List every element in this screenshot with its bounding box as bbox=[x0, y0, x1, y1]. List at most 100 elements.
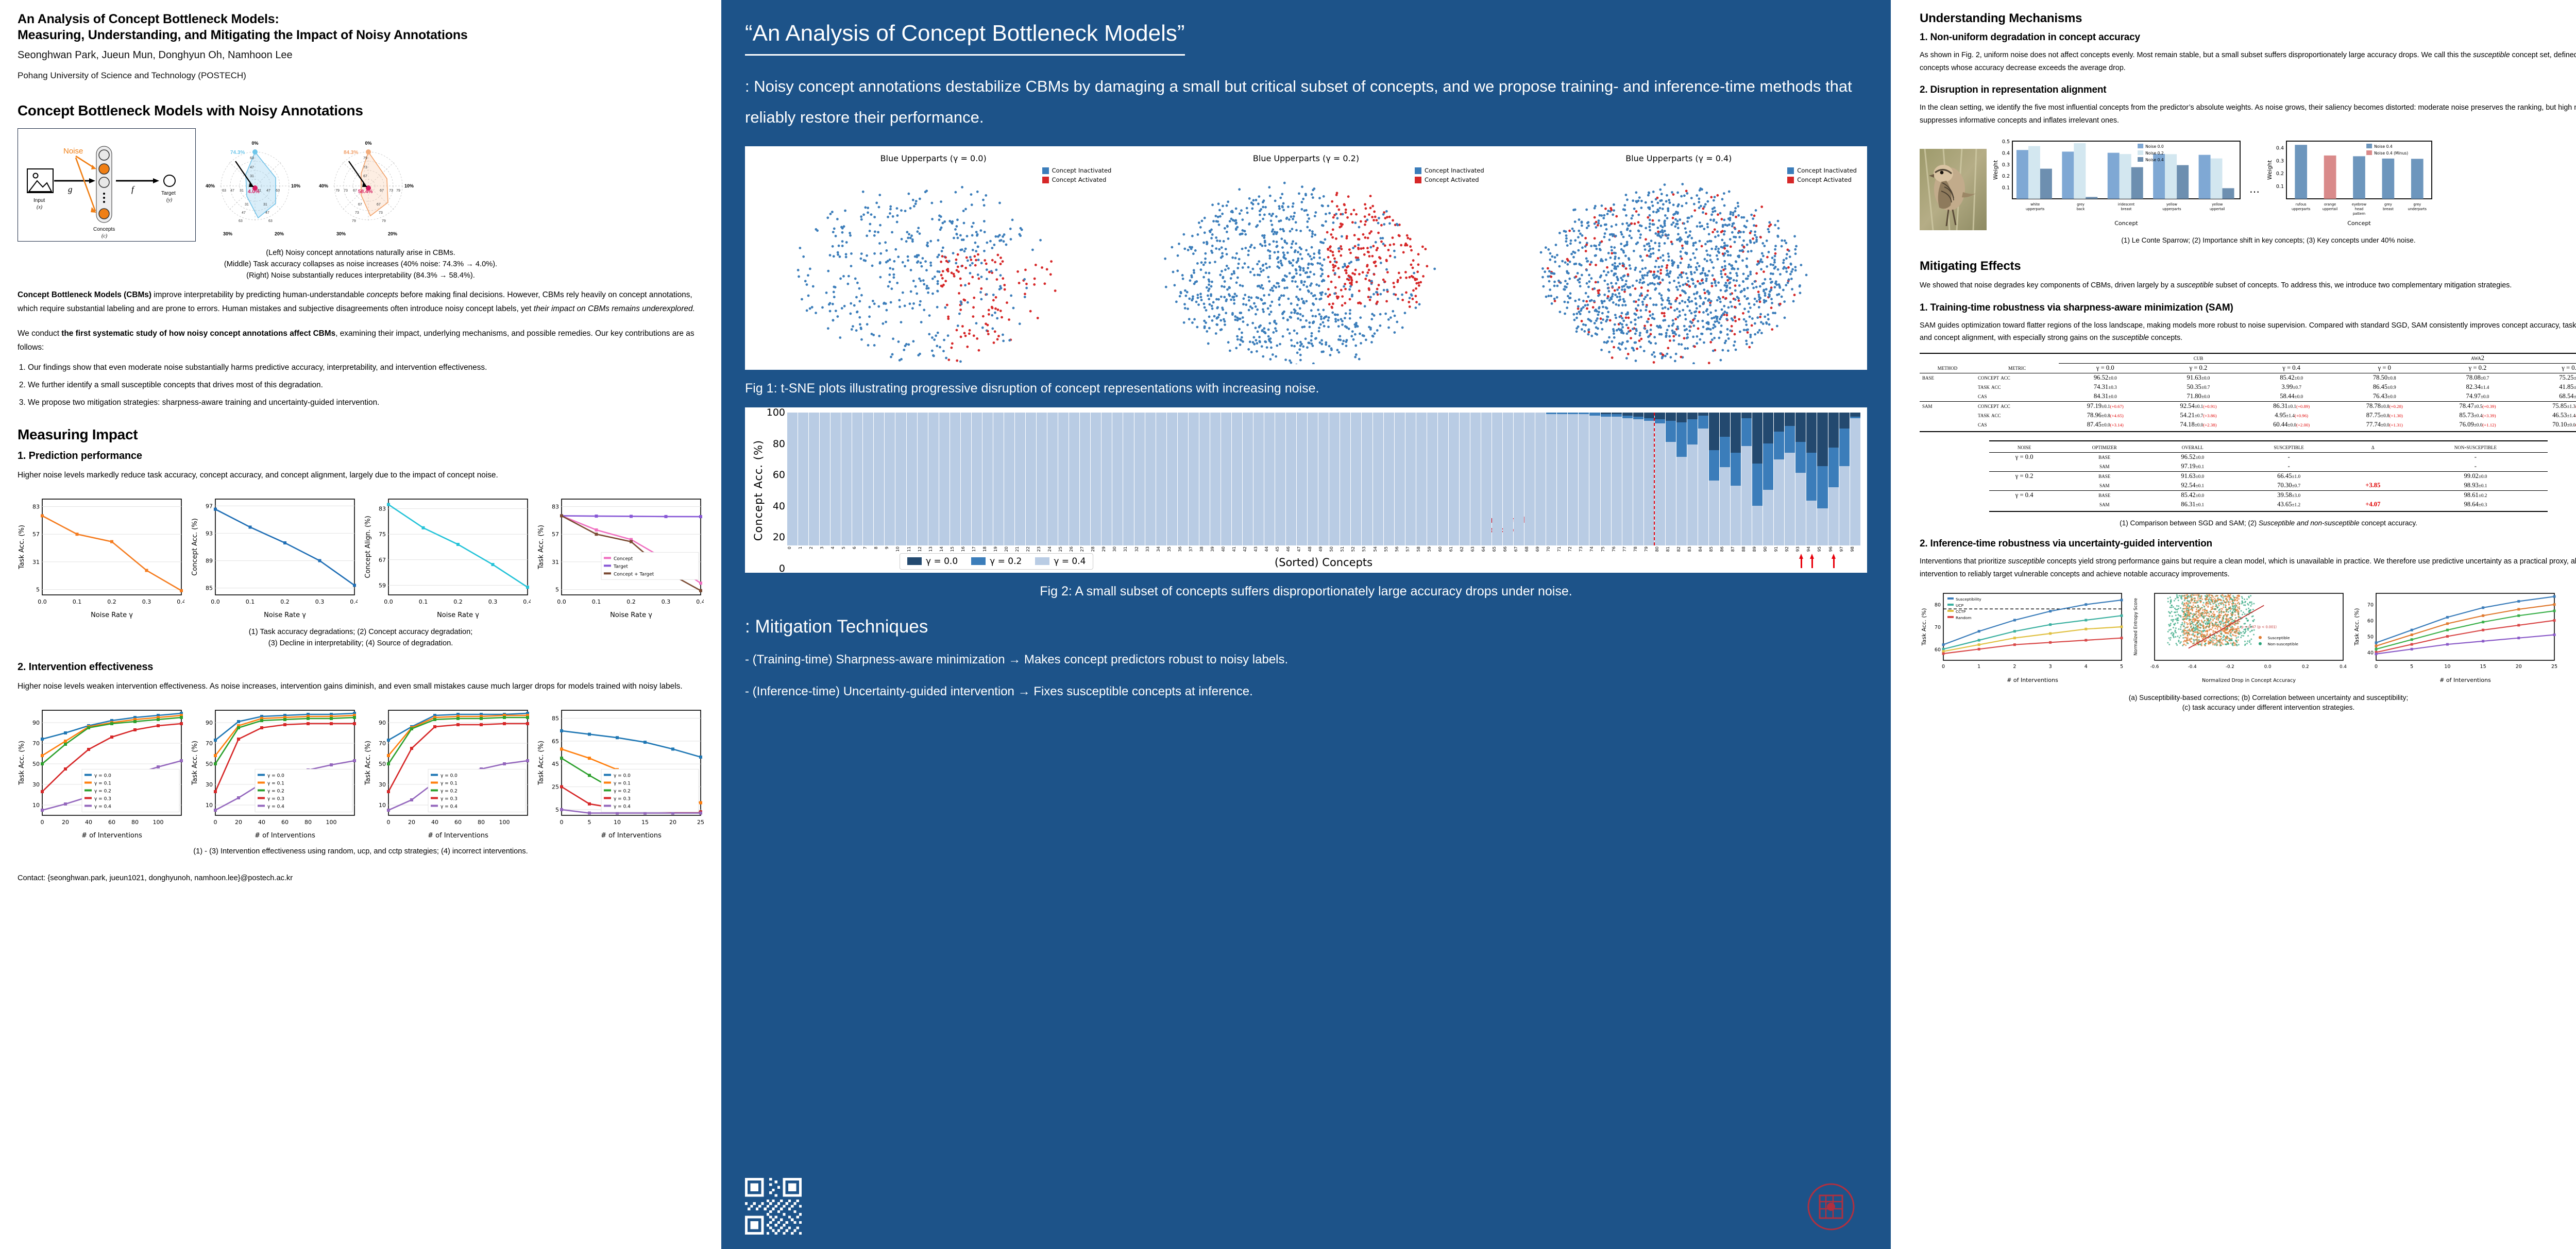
svg-text:79: 79 bbox=[382, 219, 386, 223]
middle-lead-text: : Noisy concept annotations destabilize … bbox=[745, 77, 1852, 127]
table-cell bbox=[2342, 490, 2403, 500]
table-cell: SAM bbox=[2099, 482, 2110, 489]
prediction-charts-caption: (1) Task accuracy degradations; (2) Conc… bbox=[18, 627, 704, 649]
x-tick: 67 bbox=[1514, 546, 1519, 552]
svg-text:Noise Rate γ: Noise Rate γ bbox=[264, 611, 306, 619]
svg-text:Task Acc. (%): Task Acc. (%) bbox=[537, 741, 545, 785]
svg-text:γ = 0.2: γ = 0.2 bbox=[440, 789, 457, 794]
svg-text:uppertail: uppertail bbox=[2210, 207, 2225, 211]
bar bbox=[993, 413, 1004, 546]
weight-bar-chart-grouped: 0.1 0.2 0.3 0.4 0.5 white upperparts grey back ir… bbox=[1992, 136, 2244, 230]
svg-text:yellow: yellow bbox=[2212, 202, 2223, 207]
bar-segment bbox=[1785, 452, 1795, 546]
x-tick: 79 bbox=[1643, 546, 1649, 552]
x-tick: 1 bbox=[798, 546, 803, 550]
svg-text:Concept Align. (%): Concept Align. (%) bbox=[364, 516, 372, 578]
middle-headline: “An Analysis of Concept Bottleneck Model… bbox=[745, 21, 1185, 56]
bar-segment bbox=[982, 413, 993, 546]
svg-text:20%: 20% bbox=[275, 231, 284, 236]
bar bbox=[1037, 413, 1047, 546]
svg-text:grey: grey bbox=[2384, 202, 2392, 207]
svg-text:10: 10 bbox=[32, 802, 40, 809]
legend-label: Concept Activated bbox=[1797, 176, 1852, 184]
x-tick: 25 bbox=[1058, 546, 1063, 552]
bar-segment bbox=[1600, 417, 1611, 546]
x-tick: 93 bbox=[1795, 546, 1801, 552]
figure-uncertainty-susceptibility-scatter: ρ = 0.47 (p < 0.001) -0.6 -0.4 -0.2 0.0 0.2 0.… bbox=[2131, 588, 2347, 688]
svg-text:89: 89 bbox=[206, 557, 213, 564]
bar bbox=[1708, 413, 1720, 546]
svg-text:31: 31 bbox=[257, 189, 261, 193]
fig2-x-tick-labels: 0 1 2 3 4 5 6 7 8 9 10 11 12 13 14 15 16 17 18 19 20 21 22 23 24… bbox=[787, 546, 1860, 552]
bar-segment bbox=[1817, 508, 1828, 546]
list-item: We further identify a small susceptible … bbox=[28, 379, 704, 392]
contributions-list: Our findings show that even moderate noi… bbox=[18, 362, 704, 409]
table-cell: 74.31±0.3 bbox=[2093, 383, 2117, 391]
radar-chart-interpretability: 79 73 67 67 73 79 67 73 79 67 67 73 73 7… bbox=[314, 128, 422, 242]
cbm-architecture-diagram: Noise g f Input (x) Concepts (c) Target … bbox=[18, 128, 196, 242]
table-cell: SAM bbox=[2099, 501, 2110, 508]
x-tick: 65 bbox=[1492, 546, 1497, 552]
svg-text:79: 79 bbox=[352, 219, 356, 223]
svg-text:0.4: 0.4 bbox=[2276, 146, 2284, 151]
fig2-caption: Fig 2: A small subset of concepts suffer… bbox=[1040, 584, 1572, 598]
x-tick: 98 bbox=[1850, 546, 1855, 552]
svg-text:20: 20 bbox=[408, 819, 415, 826]
table-cell: 86.45±0.9 bbox=[2372, 383, 2396, 391]
x-tick: 72 bbox=[1568, 546, 1573, 552]
svg-text:0.4: 0.4 bbox=[350, 598, 358, 605]
x-tick: 61 bbox=[1448, 546, 1453, 552]
poster-title-line1: An Analysis of Concept Bottleneck Models… bbox=[18, 12, 279, 26]
intro-italic-2: their impact on CBMs remains underexplor… bbox=[533, 304, 695, 314]
table-cell: 75.85±1.3(+0.60) bbox=[2552, 402, 2576, 410]
body-b: concepts. bbox=[2149, 334, 2183, 343]
x-tick: 0 bbox=[787, 546, 792, 550]
bar bbox=[1004, 413, 1014, 546]
svg-text:γ = 0.4: γ = 0.4 bbox=[94, 804, 111, 809]
bar-segment bbox=[1481, 413, 1492, 546]
qr-code[interactable] bbox=[745, 1178, 802, 1235]
tsne-legend: Concept Inactivated Concept Activated bbox=[1787, 167, 1857, 185]
x-tick: 96 bbox=[1828, 546, 1833, 552]
svg-text:47: 47 bbox=[230, 189, 234, 193]
svg-text:31: 31 bbox=[263, 203, 267, 207]
table-cell: 74.97±0.0 bbox=[2466, 392, 2489, 400]
svg-text:Weight: Weight bbox=[1992, 160, 1999, 180]
bar-segment bbox=[1199, 413, 1210, 546]
bar bbox=[1698, 413, 1708, 546]
table-cell: 58.44±0.0 bbox=[2280, 392, 2303, 400]
bar-segment bbox=[1351, 413, 1362, 546]
section-heading-cbm: Concept Bottleneck Models with Noisy Ann… bbox=[18, 102, 363, 118]
bar bbox=[1589, 413, 1600, 546]
body-italic: susceptible bbox=[2176, 281, 2214, 290]
y-tick: 100 bbox=[766, 407, 785, 419]
svg-text:3: 3 bbox=[2049, 664, 2052, 670]
bar bbox=[1286, 413, 1297, 546]
bar-segment bbox=[1741, 446, 1752, 546]
bar-segment bbox=[1145, 413, 1156, 546]
bar bbox=[1839, 413, 1850, 546]
bar bbox=[1622, 413, 1633, 546]
bar-segment bbox=[1687, 444, 1698, 546]
svg-text:60: 60 bbox=[108, 819, 115, 826]
bar-segment bbox=[1611, 417, 1622, 546]
svg-text:Noise Rate γ: Noise Rate γ bbox=[610, 611, 652, 619]
contrib-lead-b: , examining their impact, underlying mec… bbox=[18, 329, 694, 352]
caption-line-2: (3) Decline in interpretability; (4) Sou… bbox=[268, 639, 453, 647]
affiliation: Pohang University of Science and Technol… bbox=[18, 71, 246, 80]
x-tick: 91 bbox=[1774, 546, 1779, 552]
x-tick: 38 bbox=[1199, 546, 1204, 552]
bar-segment bbox=[1470, 413, 1481, 546]
legend-item: γ = 0.2 bbox=[971, 556, 1022, 567]
bar bbox=[950, 413, 960, 546]
legend-item: Concept Activated bbox=[1787, 176, 1857, 183]
bar-segment bbox=[1297, 413, 1308, 546]
legend-swatch bbox=[1787, 176, 1794, 183]
svg-text:73: 73 bbox=[344, 189, 348, 193]
bar-segment bbox=[798, 413, 809, 546]
svg-text:10%: 10% bbox=[404, 183, 414, 189]
svg-text:79: 79 bbox=[396, 189, 400, 193]
caption-line-1: (Left) Noisy concept annotations natural… bbox=[266, 249, 455, 257]
svg-text:31: 31 bbox=[240, 189, 244, 193]
